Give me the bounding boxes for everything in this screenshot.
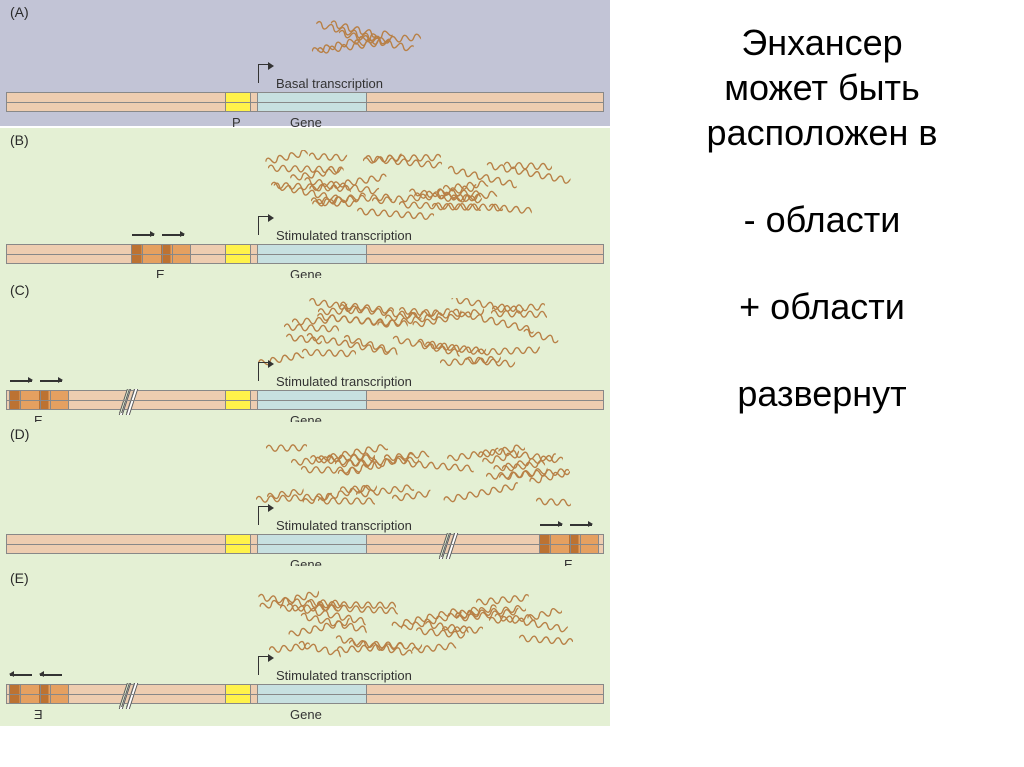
enhancer-arrows [8,674,68,684]
dna-break [121,389,137,413]
dna-bar [6,390,604,410]
transcription-label: Stimulated transcription [276,228,412,243]
enhancer-segment [9,391,69,409]
panel-label: (B) [10,132,29,148]
promoter-segment [225,391,251,409]
panel-label: (D) [10,426,29,442]
dna-break [121,683,137,707]
text-line-2: может быть [630,65,1014,110]
gene-segment [257,391,367,409]
dna-bar [6,534,604,554]
text-panel: Энхансер может быть расположен в - облас… [620,0,1024,767]
enhancer-segment [9,685,69,703]
gene-segment [257,685,367,703]
rna-transcripts [280,18,430,73]
dna-break [441,533,457,557]
promoter-segment [225,535,251,553]
diagram-area: (A)Basal transcriptionPGene(B)EStimulate… [0,0,610,767]
transcription-label: Stimulated transcription [276,668,412,683]
enhancer-segment [539,535,599,553]
panel-label: (E) [10,570,29,586]
dna-bar [6,244,604,264]
panel-A: (A)Basal transcriptionPGene [0,0,610,126]
gene-segment [257,535,367,553]
panel-C: (C)EStimulated transcriptionGene [0,278,610,422]
panel-label: (C) [10,282,29,298]
panel-B: (B)EStimulated transcriptionGene [0,128,610,278]
enhancer-arrows [538,524,598,534]
text-line-6: развернут [630,371,1014,416]
rna-transcripts [255,590,575,662]
transcription-label: Basal transcription [276,76,383,91]
gene-segment [257,245,367,263]
promoter-segment [225,685,251,703]
transcription-label: Stimulated transcription [276,374,412,389]
promoter-segment [225,245,251,263]
dna-bar [6,92,604,112]
rna-transcripts [255,150,575,222]
text-line-5: + области [630,284,1014,329]
enhancer-segment [131,245,191,263]
transcription-label: Stimulated transcription [276,518,412,533]
enhancer-arrows [130,234,190,244]
rna-transcripts [255,442,575,512]
segment-label: Gene [290,707,322,722]
panel-label: (A) [10,4,29,20]
rna-transcripts [255,298,575,368]
text-line-1: Энхансер [630,20,1014,65]
dna-bar [6,684,604,704]
text-line-3: расположен в [630,110,1014,155]
enhancer-arrows [8,380,68,390]
promoter-segment [225,93,251,111]
enhancer-label: E [34,707,43,722]
panel-E: (E) E Stimulated transcription Gene [0,566,610,726]
panel-D: (D)EStimulated transcriptionGene [0,422,610,566]
gene-segment [257,93,367,111]
text-line-4: - области [630,197,1014,242]
